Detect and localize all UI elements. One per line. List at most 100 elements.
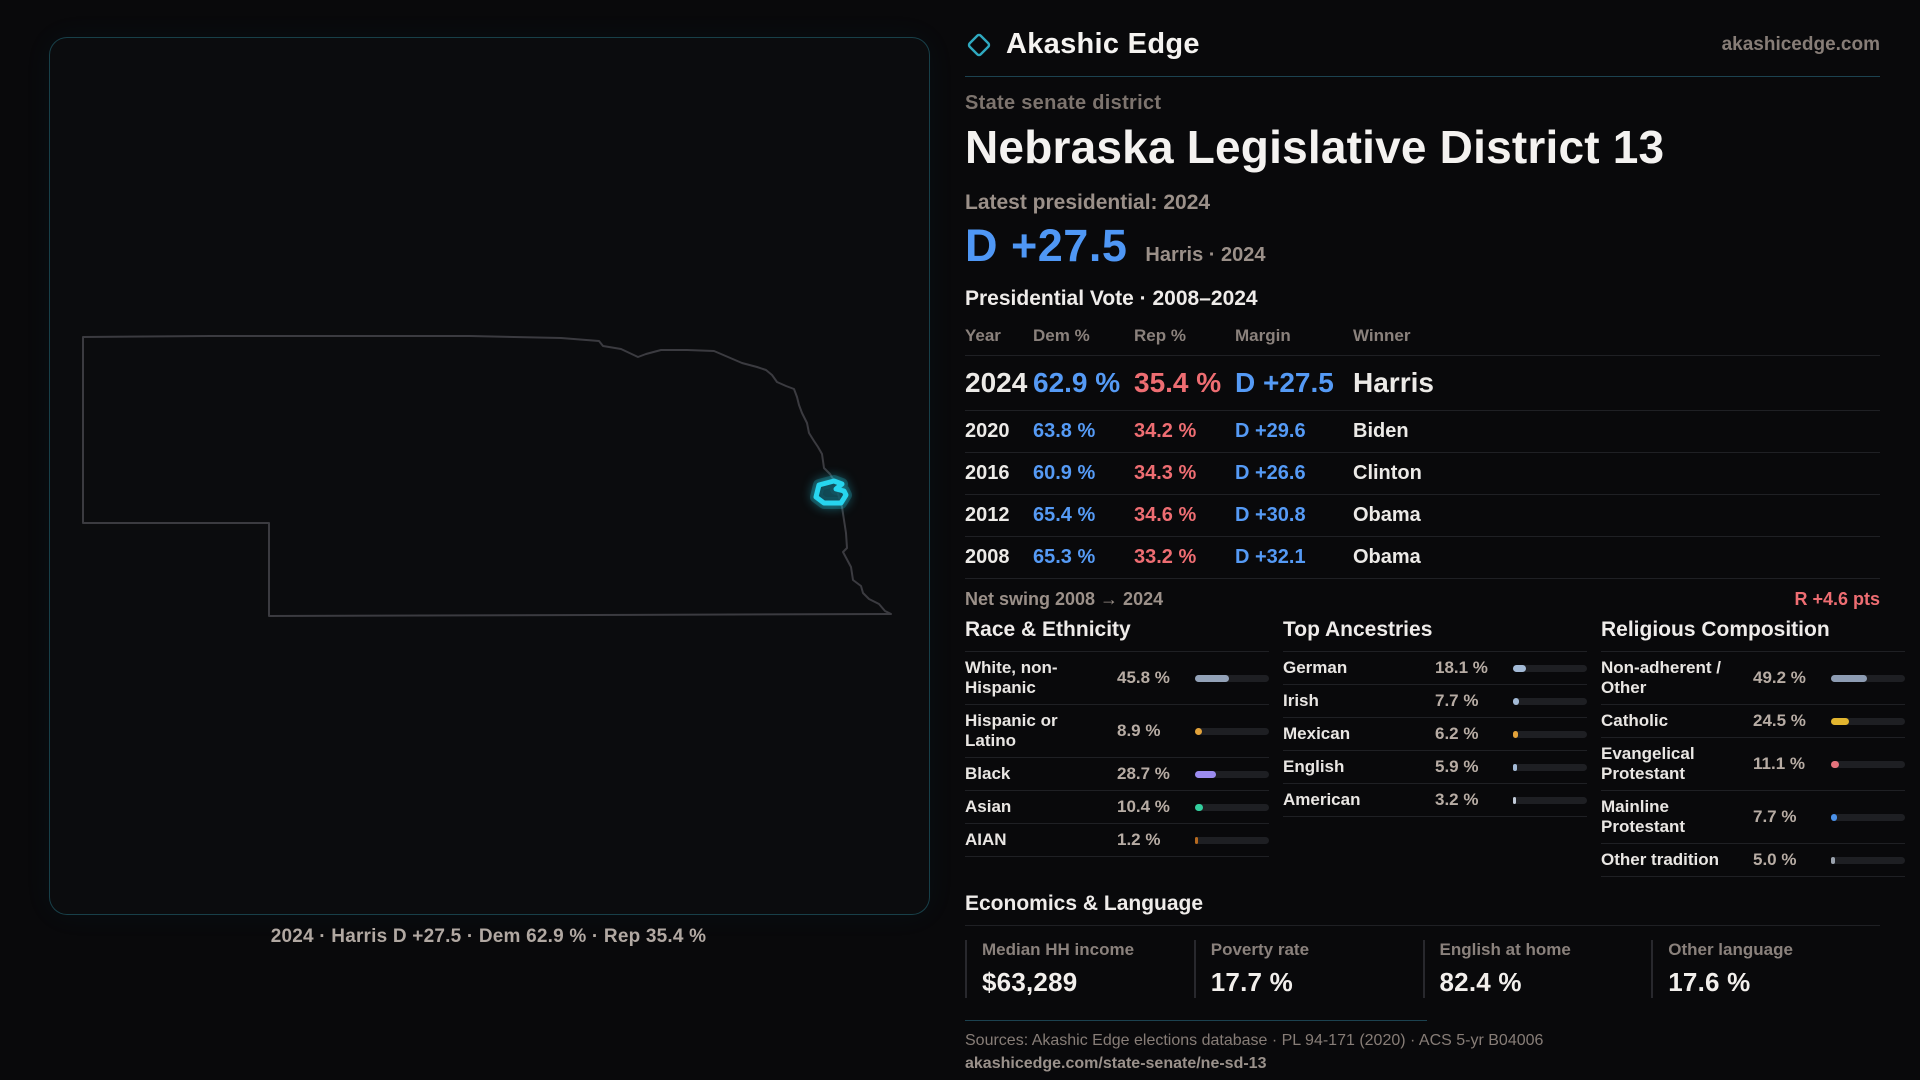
vote-margin: D +27.5 xyxy=(1235,367,1334,398)
vote-table-row: 2024 62.9 % 35.4 % D +27.5 Harris xyxy=(965,356,1880,411)
demographic-section-title: Religious Composition xyxy=(1601,618,1830,641)
vote-column-header: Rep % xyxy=(1134,326,1186,345)
headline-margin-value: D +27.5 xyxy=(965,220,1128,271)
vote-dem-pct: 60.9 % xyxy=(1033,462,1096,484)
demographic-label: Black xyxy=(965,764,1011,784)
latest-presidential-label: Latest presidential: 2024 xyxy=(965,191,1211,214)
vote-margin: D +32.1 xyxy=(1235,546,1306,568)
footer-divider xyxy=(965,1020,1427,1022)
stat-bar-track xyxy=(1831,674,1905,682)
economic-stat-value: 17.7 % xyxy=(1210,967,1293,998)
demographic-section: Religious Composition Non-adherent / Oth… xyxy=(1601,618,1905,878)
demographic-label: English xyxy=(1283,757,1345,777)
demographic-row: German 18.1 % xyxy=(1283,651,1587,684)
presidential-vote-table: Year Dem % Rep % Margin Winner 2024 62.9 % 3… xyxy=(965,319,1880,579)
demographic-value: 28.7 % xyxy=(1117,764,1170,784)
vote-dem-pct: 65.3 % xyxy=(1033,546,1096,568)
district-13-shape xyxy=(813,478,849,506)
vote-winner: Biden xyxy=(1353,420,1409,442)
vote-year: 2024 xyxy=(965,367,1028,398)
demographic-row: White, non-Hispanic 45.8 % xyxy=(965,651,1269,704)
stat-bar-fill xyxy=(1513,697,1519,705)
demographic-row: Mainline Protestant 7.7 % xyxy=(1601,790,1905,843)
demographic-row: Hispanic or Latino 8.9 % xyxy=(965,704,1269,757)
vote-table-header: Year Dem % Rep % Margin Winner xyxy=(965,319,1880,356)
economic-stat-label: Median HH income xyxy=(982,940,1135,960)
demographic-value: 5.0 % xyxy=(1753,850,1797,870)
brand-name: Akashic Edge xyxy=(1006,28,1200,60)
headline-margin-context: Harris · 2024 xyxy=(1145,244,1266,266)
vote-margin: D +26.6 xyxy=(1235,462,1306,484)
vote-winner: Obama xyxy=(1353,504,1421,526)
page-footer: Sources: Akashic Edge elections database… xyxy=(965,1020,1880,1073)
vote-margin: D +30.8 xyxy=(1235,504,1306,526)
vote-rep-pct: 34.6 % xyxy=(1134,504,1197,526)
demographic-value: 5.9 % xyxy=(1435,757,1479,777)
demographic-row: Mexican 6.2 % xyxy=(1283,717,1587,750)
vote-table-body: 2024 62.9 % 35.4 % D +27.5 Harris 2020 6… xyxy=(965,356,1880,579)
nebraska-outline xyxy=(82,335,892,617)
stat-bar-fill xyxy=(1195,770,1217,778)
page-title: Nebraska Legislative District 13 xyxy=(965,121,1665,173)
diamond-icon xyxy=(967,33,991,56)
stat-bar-track xyxy=(1195,770,1269,778)
detail-column: Akashic Edge akashicedge.com State senat… xyxy=(965,28,1905,1073)
stat-bar-fill xyxy=(1513,664,1527,672)
economic-stat-label: Poverty rate xyxy=(1210,940,1310,960)
economic-stat-label: Other language xyxy=(1668,940,1793,960)
demographic-row: Black 28.7 % xyxy=(965,757,1269,790)
footer-permalink-link[interactable]: akashicedge.com/state-senate/ne-sd-13 xyxy=(965,1055,1267,1073)
stat-bar-track xyxy=(1513,796,1587,804)
demographic-label: White, non-Hispanic xyxy=(965,658,1058,698)
vote-column-header: Dem % xyxy=(1033,326,1090,345)
economic-stat-value: 17.6 % xyxy=(1668,967,1751,998)
economics-title: Economics & Language xyxy=(965,892,1204,916)
map-caption: 2024 · Harris D +27.5 · Dem 62.9 % · Rep… xyxy=(270,926,707,947)
vote-rep-pct: 35.4 % xyxy=(1134,367,1222,398)
brand-site-link[interactable]: akashicedge.com xyxy=(1721,33,1880,55)
stat-bar-fill xyxy=(1831,717,1850,725)
demographic-label: Evangelical Protestant xyxy=(1601,744,1695,784)
stat-bar-track xyxy=(1831,813,1905,821)
state-map-panel xyxy=(49,37,930,915)
stat-bar-fill xyxy=(1195,727,1202,735)
brand-lockup: Akashic Edge xyxy=(965,28,1200,61)
demographic-label: Other tradition xyxy=(1601,850,1720,870)
net-swing-row: Net swing 2008 → 2024 R +4.6 pts xyxy=(965,589,1880,610)
vote-winner: Obama xyxy=(1353,546,1421,568)
demographic-label: Asian xyxy=(965,797,1012,817)
demographic-section: Race & Ethnicity White, non-Hispanic 45.… xyxy=(965,618,1269,877)
demographic-list: German 18.1 % Irish 7.7 % Mexican 6.2 % … xyxy=(1283,651,1587,818)
vote-winner: Harris xyxy=(1353,367,1434,398)
stat-bar-fill xyxy=(1831,813,1837,821)
vote-dem-pct: 62.9 % xyxy=(1033,367,1121,398)
demographic-section-title: Race & Ethnicity xyxy=(965,618,1131,641)
demographic-value: 7.7 % xyxy=(1753,807,1797,827)
stat-bar-fill xyxy=(1513,763,1518,771)
vote-column-header: Year xyxy=(965,326,1001,345)
stat-bar-track xyxy=(1831,856,1905,864)
vote-year: 2012 xyxy=(965,504,1010,526)
demographic-row: Irish 7.7 % xyxy=(1283,684,1587,717)
economics-divider xyxy=(965,925,1880,927)
vote-year: 2008 xyxy=(965,546,1010,568)
demographic-row: Asian 10.4 % xyxy=(965,790,1269,823)
demographic-row: AIAN 1.2 % xyxy=(965,823,1269,856)
demographic-label: Mainline Protestant xyxy=(1601,797,1686,837)
demographic-list: White, non-Hispanic 45.8 % Hispanic or L… xyxy=(965,651,1269,858)
demographic-row: American 3.2 % xyxy=(1283,783,1587,816)
demographic-label: Catholic xyxy=(1601,711,1669,731)
vote-dem-pct: 63.8 % xyxy=(1033,420,1096,442)
stat-bar-fill xyxy=(1195,674,1229,682)
economic-stat-value: $63,289 xyxy=(982,967,1078,998)
demographic-value: 3.2 % xyxy=(1435,790,1479,810)
stat-bar-track xyxy=(1831,760,1905,768)
economic-stat: Poverty rate 17.7 % xyxy=(1193,940,1423,999)
vote-margin: D +29.6 xyxy=(1235,420,1306,442)
demographic-value: 1.2 % xyxy=(1117,830,1161,850)
demographic-row: English 5.9 % xyxy=(1283,750,1587,783)
demographic-value: 45.8 % xyxy=(1117,668,1170,688)
vote-winner: Clinton xyxy=(1353,462,1422,484)
stat-bar-fill xyxy=(1831,674,1868,682)
stat-bar-track xyxy=(1195,674,1269,682)
